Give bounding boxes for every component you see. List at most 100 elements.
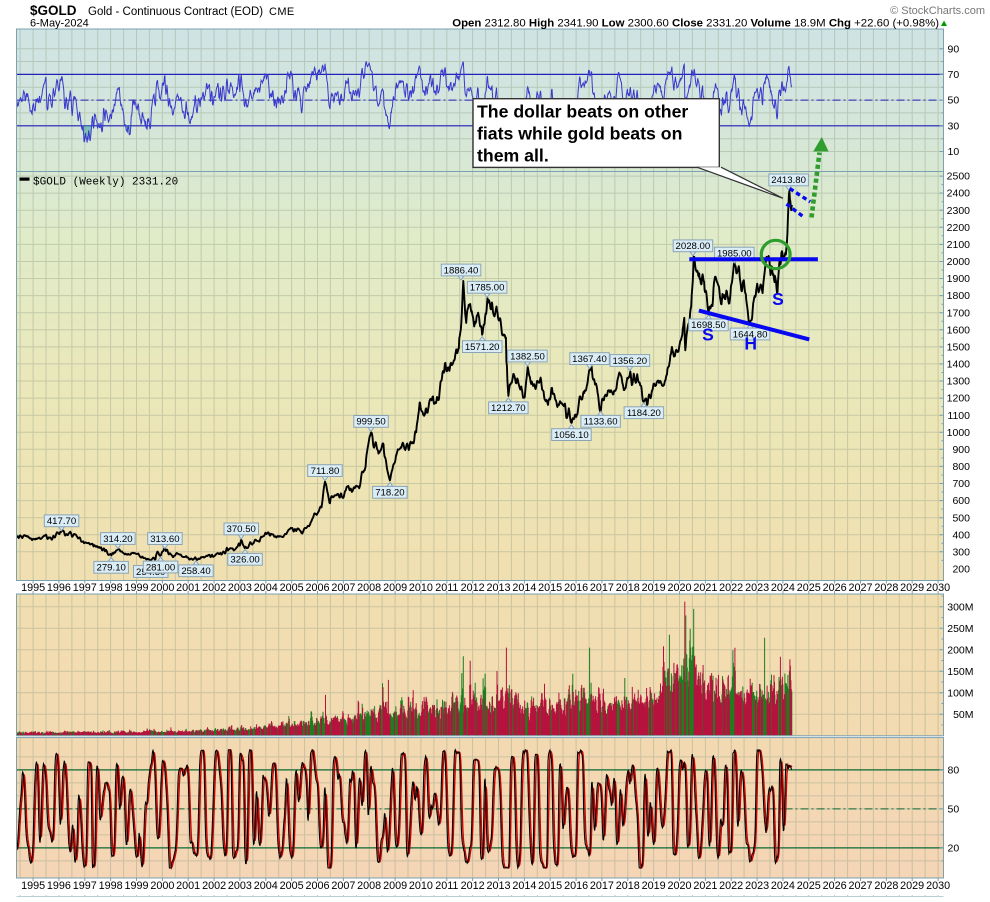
svg-text:1212.70: 1212.70 (491, 403, 526, 414)
svg-text:2016: 2016 (564, 880, 588, 892)
svg-text:2005: 2005 (280, 582, 304, 594)
svg-text:2027: 2027 (848, 880, 872, 892)
svg-text:30: 30 (948, 120, 960, 132)
svg-text:2004: 2004 (254, 880, 278, 892)
svg-text:1900: 1900 (947, 273, 971, 285)
svg-text:1382.50: 1382.50 (510, 351, 545, 362)
svg-text:2015: 2015 (538, 880, 562, 892)
svg-text:2100: 2100 (947, 239, 971, 251)
svg-text:1800: 1800 (947, 290, 971, 302)
svg-text:2017: 2017 (590, 880, 614, 892)
svg-text:The dollar beats on other: The dollar beats on other (477, 102, 688, 122)
svg-text:2023: 2023 (745, 582, 769, 594)
svg-text:2200: 2200 (947, 222, 971, 234)
svg-text:2026: 2026 (823, 880, 847, 892)
svg-text:2006: 2006 (305, 880, 329, 892)
svg-text:1998: 1998 (99, 582, 123, 594)
svg-text:2004: 2004 (254, 582, 278, 594)
svg-text:279.10: 279.10 (97, 563, 126, 574)
svg-text:1700: 1700 (947, 307, 971, 319)
svg-text:2008: 2008 (357, 880, 381, 892)
svg-text:2011: 2011 (435, 880, 458, 892)
svg-text:100M: 100M (947, 687, 973, 699)
svg-text:20: 20 (948, 843, 960, 855)
svg-text:1184.20: 1184.20 (627, 408, 661, 419)
svg-text:1500: 1500 (947, 342, 971, 354)
svg-text:2005: 2005 (280, 880, 304, 892)
svg-text:700: 700 (952, 478, 970, 490)
svg-text:2014: 2014 (512, 582, 536, 594)
svg-text:2022: 2022 (719, 582, 743, 594)
svg-text:2020: 2020 (667, 880, 691, 892)
svg-text:S: S (772, 289, 784, 309)
svg-text:Gold - Continuous Contract (EO: Gold - Continuous Contract (EOD) (88, 6, 263, 18)
svg-text:314.20: 314.20 (103, 534, 132, 545)
svg-text:2013: 2013 (486, 582, 510, 594)
svg-text:1997: 1997 (73, 880, 97, 892)
svg-text:2022: 2022 (719, 880, 743, 892)
svg-text:150M: 150M (947, 666, 973, 678)
svg-text:1200: 1200 (947, 393, 971, 405)
svg-text:1997: 1997 (73, 582, 97, 594)
svg-text:200: 200 (952, 564, 970, 576)
svg-text:fiats while gold beats on: fiats while gold beats on (477, 124, 682, 144)
svg-text:2010: 2010 (409, 880, 433, 892)
svg-text:2001: 2001 (176, 880, 200, 892)
svg-text:1056.10: 1056.10 (554, 430, 589, 441)
svg-text:50M: 50M (953, 709, 973, 721)
svg-text:1356.20: 1356.20 (612, 356, 647, 367)
svg-text:800: 800 (952, 461, 970, 473)
svg-text:2030: 2030 (926, 582, 950, 594)
svg-text:999.50: 999.50 (356, 417, 385, 428)
svg-text:2015: 2015 (538, 582, 562, 594)
svg-text:326.00: 326.00 (230, 555, 259, 566)
svg-text:1133.60: 1133.60 (584, 417, 618, 428)
svg-text:2025: 2025 (797, 880, 821, 892)
svg-text:2400: 2400 (947, 188, 971, 200)
svg-text:80: 80 (948, 765, 960, 777)
svg-text:1300: 1300 (947, 376, 971, 388)
svg-text:2006: 2006 (305, 582, 329, 594)
svg-text:2030: 2030 (926, 880, 950, 892)
svg-text:417.70: 417.70 (47, 516, 76, 527)
svg-text:2028.00: 2028.00 (676, 241, 711, 252)
svg-text:1367.40: 1367.40 (572, 354, 607, 365)
svg-text:10: 10 (948, 146, 960, 158)
svg-text:2500: 2500 (947, 171, 971, 183)
svg-text:1886.40: 1886.40 (444, 265, 479, 276)
svg-text:2002: 2002 (202, 582, 226, 594)
svg-text:H: H (744, 334, 757, 354)
svg-text:2029: 2029 (900, 582, 924, 594)
svg-text:2002: 2002 (202, 880, 226, 892)
svg-text:2020: 2020 (667, 582, 691, 594)
svg-text:1400: 1400 (947, 359, 971, 371)
svg-text:2024: 2024 (771, 582, 795, 594)
svg-text:2025: 2025 (797, 582, 821, 594)
svg-text:2012: 2012 (461, 880, 485, 892)
svg-text:2016: 2016 (564, 582, 588, 594)
svg-text:2028: 2028 (874, 880, 898, 892)
svg-text:them all.: them all. (477, 146, 549, 166)
svg-text:2007: 2007 (331, 880, 355, 892)
svg-text:1571.20: 1571.20 (465, 342, 500, 353)
svg-text:2018: 2018 (616, 880, 640, 892)
svg-text:2003: 2003 (228, 582, 252, 594)
svg-text:2021: 2021 (693, 582, 717, 594)
svg-text:CME: CME (269, 6, 295, 18)
svg-text:718.20: 718.20 (375, 488, 404, 499)
svg-text:2028: 2028 (874, 582, 898, 594)
svg-text:1785.00: 1785.00 (470, 283, 505, 294)
svg-text:1999: 1999 (124, 582, 148, 594)
svg-text:2009: 2009 (383, 582, 407, 594)
svg-text:2000: 2000 (150, 582, 174, 594)
svg-text:400: 400 (952, 529, 970, 541)
svg-text:2003: 2003 (228, 880, 252, 892)
svg-text:50: 50 (948, 95, 960, 107)
svg-text:© StockCharts.com: © StockCharts.com (890, 5, 985, 17)
svg-text:2029: 2029 (900, 880, 924, 892)
svg-text:2012: 2012 (461, 582, 485, 594)
svg-text:2018: 2018 (616, 582, 640, 594)
svg-text:1100: 1100 (947, 410, 970, 422)
svg-text:Open 2312.80 High 2341.90 Low: Open 2312.80 High 2341.90 Low 2300.60 Cl… (452, 18, 939, 30)
svg-text:281.00: 281.00 (146, 562, 175, 573)
